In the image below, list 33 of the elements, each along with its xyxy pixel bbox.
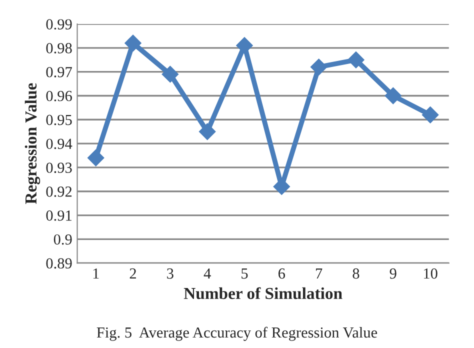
point [422,106,439,124]
x-tick-label: 3 [167,268,174,279]
y-axis-title: Regression Value [24,83,40,204]
x-tick-label: 1 [93,268,99,279]
x-tick-label: 9 [390,268,396,279]
y-tick-label: 0.98 [46,43,72,54]
y-tick-label: 0.89 [46,258,72,269]
y-tick-label: 0.92 [46,186,72,197]
y-tick-label: 0.91 [46,210,72,221]
point [87,150,104,166]
point [162,66,179,83]
x-tick-label: 7 [316,268,322,279]
y-tick-label: 0.97 [46,66,72,78]
x-tick-label: 2 [130,268,136,279]
y-tick-label: 0.99 [46,19,72,30]
x-tick-label: 4 [204,268,211,279]
x-tick-label: 6 [278,268,286,279]
point [348,51,364,68]
x-tick-label: 5 [242,268,248,279]
x-axis-title: Number of Simulation [184,287,342,300]
point [124,34,142,52]
y-tick-label: 0.9 [54,234,72,245]
y-tick-label: 0.93 [46,162,72,173]
point [310,58,328,76]
point [198,123,216,140]
x-tick-label: 10 [424,268,438,279]
point [384,87,402,104]
y-tick-label: 0.94 [46,138,72,150]
y-tick-label: 0.95 [46,114,72,126]
point [236,37,253,54]
y-tick-label: 0.96 [46,90,72,102]
x-tick-label: 8 [352,268,360,279]
caption: Fig. 5 Average Accuracy of Regression Value [96,326,378,341]
